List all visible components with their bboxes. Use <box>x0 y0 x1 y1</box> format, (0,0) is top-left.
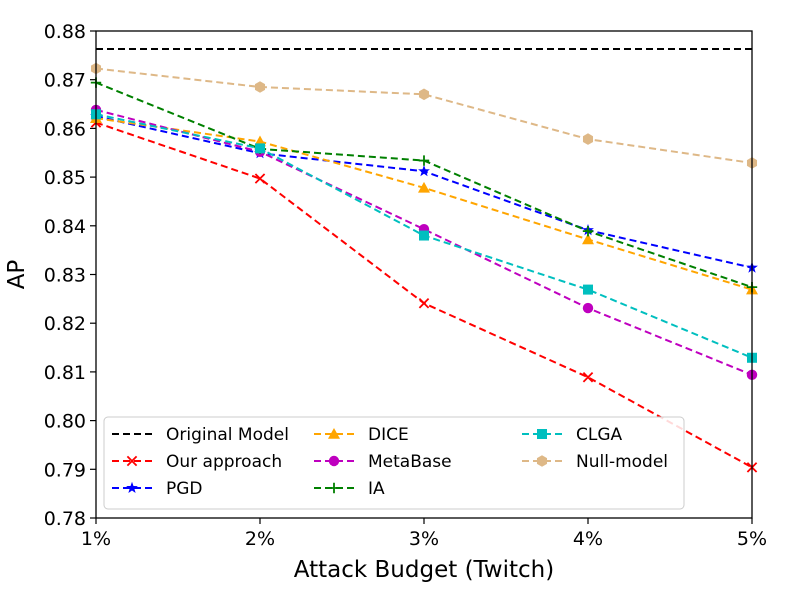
x-tick-label: 1% <box>81 528 111 550</box>
data-point-marker <box>418 88 430 101</box>
legend-item: DICE <box>314 425 409 445</box>
series-line <box>95 67 753 164</box>
y-tick-label: 0.83 <box>44 265 86 287</box>
data-point-marker <box>419 230 429 241</box>
y-tick-label: 0.81 <box>44 362 86 384</box>
axes-layer: 0.78 0.79 0.80 0.81 0.82 0.83 0.84 0.85 0.86 0.87… <box>44 21 767 550</box>
data-point-marker <box>418 181 430 193</box>
series-layer <box>90 48 758 473</box>
legend-item: Null-model <box>522 452 668 472</box>
y-tick-label: 0.88 <box>44 21 86 43</box>
legend-label: Our approach <box>166 452 282 472</box>
legend-label: DICE <box>368 425 409 445</box>
x-tick-label: 5% <box>737 528 767 550</box>
legend-marker <box>126 481 138 494</box>
series-our-approach <box>90 117 758 473</box>
legend-item: Our approach <box>112 452 282 472</box>
y-tick-label: 0.86 <box>44 118 86 140</box>
series-metabase <box>90 104 758 381</box>
series-clga <box>91 109 757 363</box>
y-tick-label: 0.79 <box>44 459 86 481</box>
legend-label: PGD <box>166 479 203 499</box>
data-point-marker <box>582 372 594 383</box>
data-point-marker <box>254 173 266 184</box>
legend-label: Null-model <box>576 452 668 472</box>
data-point-marker <box>582 302 594 314</box>
data-point-marker <box>254 81 266 93</box>
series-line <box>95 121 753 469</box>
legend-item: MetaBase <box>314 452 452 472</box>
legend-marker <box>126 455 138 467</box>
legend-label: IA <box>368 479 385 499</box>
x-tick-label: 2% <box>245 528 275 550</box>
y-tick-label: 0.78 <box>44 508 86 530</box>
y-tick-label: 0.87 <box>44 70 86 92</box>
data-point-marker <box>582 233 594 245</box>
legend-frame <box>103 416 685 510</box>
legend: Original Model Our approach PGD DICE MetaBas… <box>103 416 685 510</box>
y-tick-label: 0.80 <box>44 411 86 433</box>
x-tick-label: 3% <box>409 528 439 550</box>
data-point-marker <box>582 133 594 145</box>
legend-label: MetaBase <box>368 452 452 472</box>
x-axis-label: Attack Budget (Twitch) <box>294 557 554 583</box>
legend-item: PGD <box>112 479 203 499</box>
legend-item: CLGA <box>522 425 623 445</box>
data-point-marker <box>418 297 430 309</box>
legend-marker <box>328 482 340 494</box>
x-tick-label: 4% <box>573 528 603 550</box>
legend-label: CLGA <box>576 425 623 445</box>
series-null-model <box>90 62 758 169</box>
series-line <box>95 117 753 291</box>
legend-label: Original Model <box>166 425 289 445</box>
legend-marker <box>536 455 548 467</box>
data-point-marker <box>255 143 265 154</box>
data-point-marker <box>582 225 594 237</box>
series-dice <box>90 112 758 295</box>
data-point-marker <box>418 155 430 166</box>
legend-marker <box>537 429 547 439</box>
legend-item: IA <box>314 479 385 499</box>
legend-item: Original Model <box>112 425 289 445</box>
y-tick-label: 0.82 <box>44 313 86 335</box>
y-tick-label: 0.85 <box>44 167 86 189</box>
legend-marker <box>328 455 340 467</box>
data-point-marker <box>583 284 593 295</box>
y-tick-label: 0.84 <box>44 216 86 238</box>
y-axis-label: AP <box>4 260 30 290</box>
legend-marker <box>328 428 340 439</box>
data-point-marker <box>418 165 430 177</box>
